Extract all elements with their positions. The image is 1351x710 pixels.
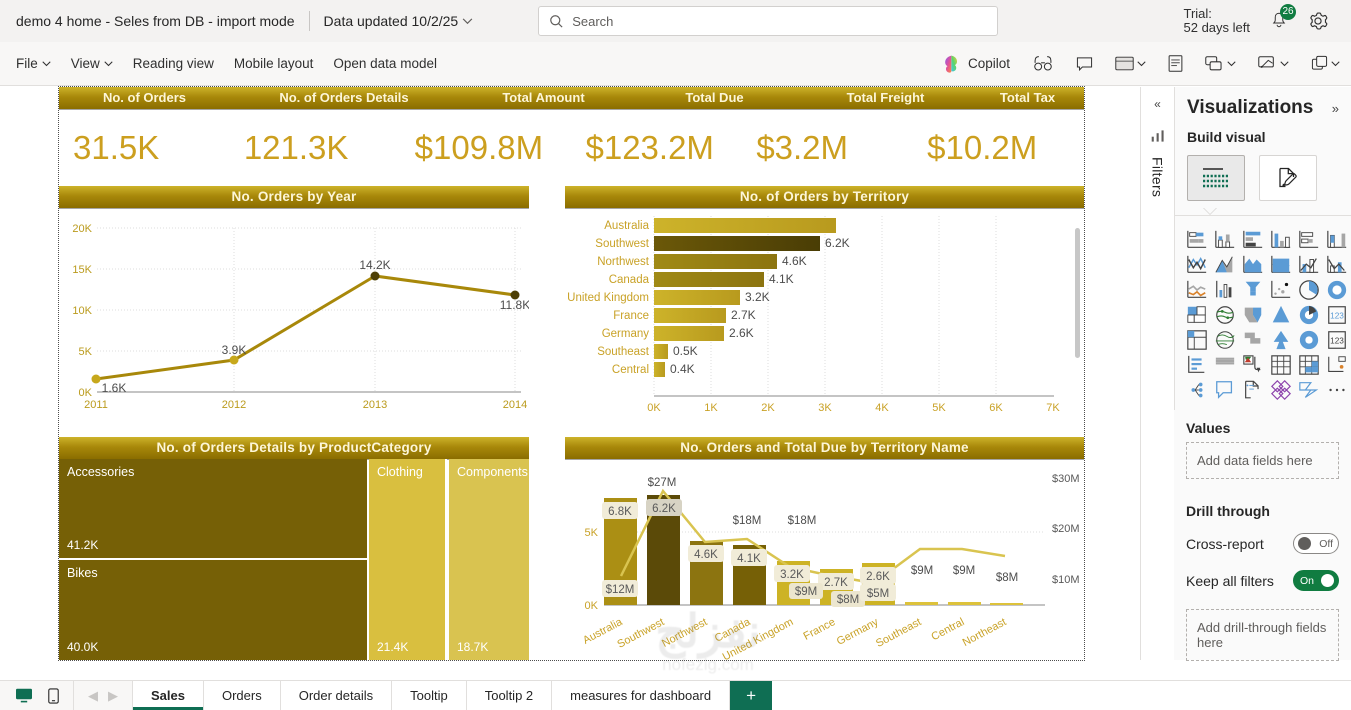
svg-text:Northwest: Northwest [597, 256, 650, 268]
svg-text:$9M: $9M [911, 565, 933, 577]
svg-text:Southwest: Southwest [615, 616, 666, 651]
svg-text:5K: 5K [585, 527, 599, 539]
svg-text:$18M: $18M [733, 515, 762, 527]
svg-text:6.2K: 6.2K [652, 503, 676, 515]
svg-text:3.9K: 3.9K [222, 343, 247, 357]
svg-text:0K: 0K [585, 600, 599, 612]
svg-text:5K: 5K [79, 346, 93, 358]
svg-text:4.6K: 4.6K [694, 549, 718, 561]
svg-text:Central: Central [612, 364, 649, 376]
svg-text:United Kingdom: United Kingdom [721, 616, 796, 660]
svg-text:$18M: $18M [788, 515, 817, 527]
svg-text:3.2K: 3.2K [780, 569, 804, 581]
svg-text:4K: 4K [875, 402, 889, 414]
svg-text:$12M: $12M [606, 584, 635, 596]
svg-text:Germany: Germany [602, 328, 650, 340]
svg-text:2013: 2013 [363, 399, 387, 411]
svg-text:2011: 2011 [84, 399, 108, 411]
svg-text:2012: 2012 [222, 399, 246, 411]
svg-text:6.8K: 6.8K [608, 506, 632, 518]
svg-text:3.2K: 3.2K [745, 290, 770, 304]
svg-text:United Kingdom: United Kingdom [567, 292, 649, 304]
svg-text:4.1K: 4.1K [737, 553, 761, 565]
svg-text:123: 123 [1330, 336, 1344, 345]
svg-text:$9M: $9M [953, 565, 975, 577]
svg-text:0K: 0K [79, 387, 93, 399]
svg-text:Southwest: Southwest [595, 238, 650, 250]
svg-text:2.6K: 2.6K [866, 571, 890, 583]
svg-text:20K: 20K [72, 223, 92, 235]
svg-text:Northwest: Northwest [660, 616, 709, 650]
svg-text:1.6K: 1.6K [102, 381, 127, 395]
svg-text:14.2K: 14.2K [359, 258, 390, 272]
svg-text:Australia: Australia [604, 220, 649, 232]
svg-text:2.6K: 2.6K [729, 326, 754, 340]
svg-text:$9M: $9M [795, 586, 817, 598]
svg-text:Southeast: Southeast [597, 346, 650, 358]
svg-text:$20M: $20M [1052, 523, 1080, 535]
svg-text:2.7K: 2.7K [824, 577, 848, 589]
svg-text:11.8K: 11.8K [500, 298, 529, 312]
svg-text:$10M: $10M [1052, 574, 1080, 586]
svg-text:2K: 2K [761, 402, 775, 414]
svg-text:$5M: $5M [867, 588, 889, 600]
svg-text:Southeast: Southeast [874, 616, 923, 650]
svg-text:1K: 1K [704, 402, 718, 414]
svg-text:2.7K: 2.7K [731, 308, 756, 322]
svg-text:Germany: Germany [835, 616, 881, 648]
svg-text:10K: 10K [72, 305, 92, 317]
svg-text:0K: 0K [647, 402, 661, 414]
svg-text:5K: 5K [932, 402, 946, 414]
svg-text:France: France [613, 310, 649, 322]
svg-text:0.4K: 0.4K [670, 362, 695, 376]
svg-text:Canada: Canada [609, 274, 650, 286]
svg-text:$27M: $27M [648, 477, 677, 489]
svg-text:$8M: $8M [996, 572, 1018, 584]
svg-text:6K: 6K [989, 402, 1003, 414]
svg-text:4.6K: 4.6K [782, 254, 807, 268]
svg-text:7K: 7K [1046, 402, 1060, 414]
svg-text:4.1K: 4.1K [769, 272, 794, 286]
svg-text:6.2K: 6.2K [825, 236, 850, 250]
svg-text:3K: 3K [818, 402, 832, 414]
svg-text:$8M: $8M [837, 594, 859, 606]
svg-text:Northeast: Northeast [961, 616, 1009, 649]
svg-text:France: France [802, 616, 838, 643]
svg-text:123: 123 [1330, 311, 1344, 320]
svg-text:15K: 15K [72, 264, 92, 276]
svg-text:2014: 2014 [503, 399, 527, 411]
svg-text:$30M: $30M [1052, 473, 1080, 485]
svg-text:0.5K: 0.5K [673, 344, 698, 358]
